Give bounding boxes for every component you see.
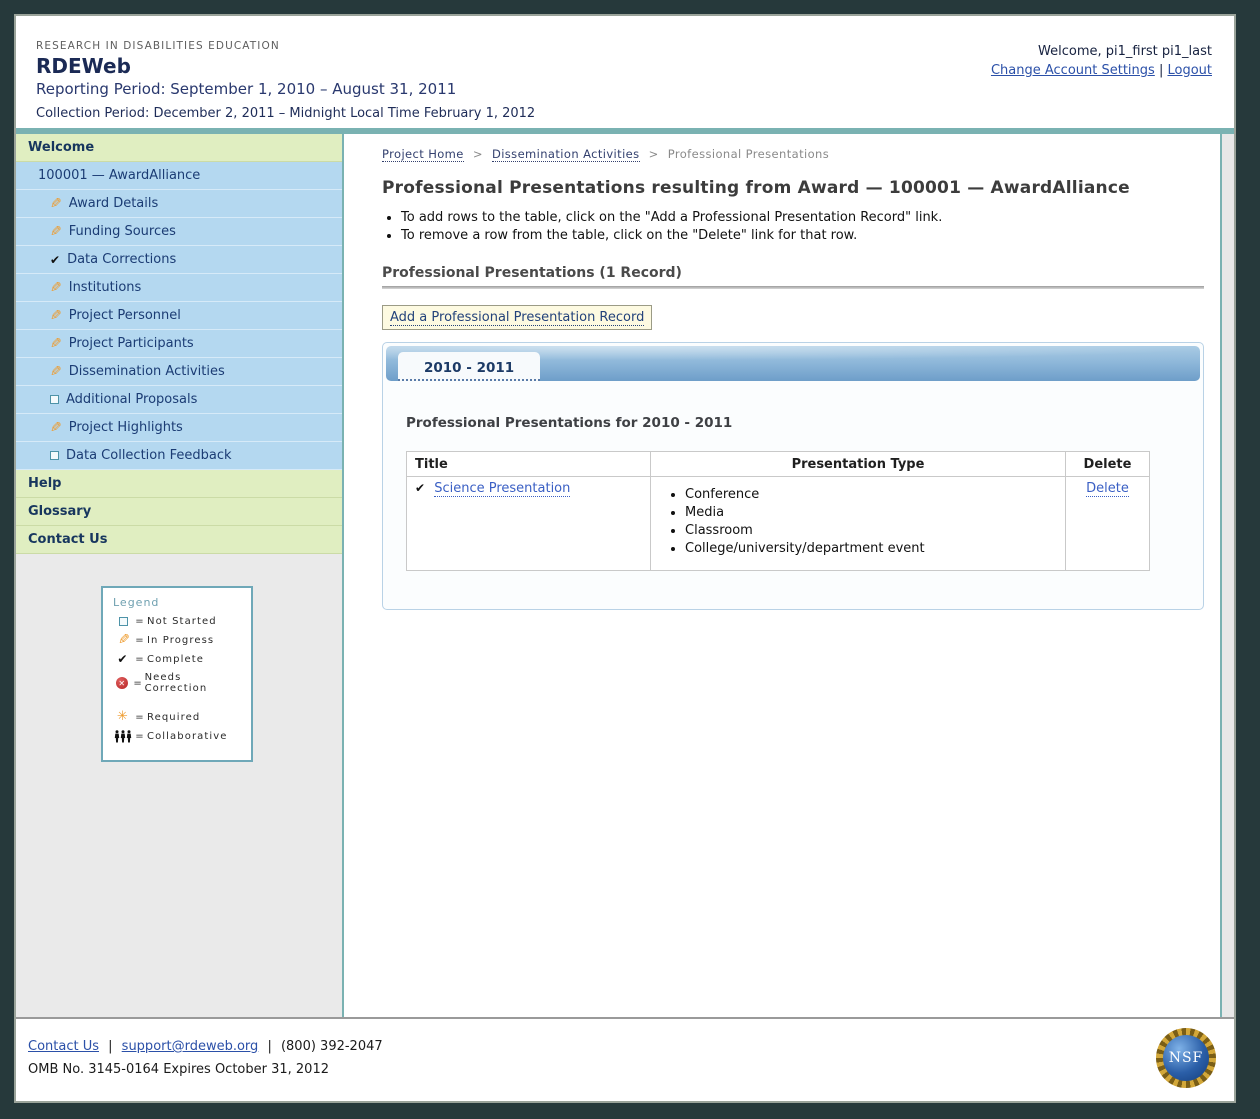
- presentation-type-item: Conference: [685, 487, 1057, 502]
- header-left: RESEARCH IN DISABILITIES EDUCATION RDEWe…: [36, 40, 535, 128]
- header-right: Welcome, pi1_first pi1_last Change Accou…: [991, 40, 1212, 128]
- sidebar-item-project-participants[interactable]: ✎ Project Participants: [16, 330, 343, 358]
- app-header: RESEARCH IN DISABILITIES EDUCATION RDEWe…: [16, 16, 1234, 128]
- sidebar-item-additional-proposals[interactable]: Additional Proposals: [16, 386, 343, 414]
- sidebar-item-award[interactable]: 100001 — AwardAlliance: [16, 162, 343, 190]
- year-tab-panel: 2010 - 2011 Professional Presentations f…: [382, 342, 1204, 610]
- not-started-icon: [50, 451, 59, 460]
- program-eyebrow: RESEARCH IN DISABILITIES EDUCATION: [36, 40, 280, 52]
- section-title: Professional Presentations (1 Record): [382, 265, 682, 281]
- reporting-period: Reporting Period: September 1, 2010 – Au…: [36, 80, 457, 98]
- presentations-table: Title Presentation Type Delete ✔ Science…: [406, 451, 1150, 571]
- legend-item-collaborative: = Collaborative: [113, 730, 241, 743]
- pencil-icon: ✎: [116, 632, 130, 648]
- column-header-presentation-type: Presentation Type: [650, 451, 1066, 477]
- nsf-logo: NSF: [1156, 1028, 1216, 1088]
- pencil-icon: ✎: [50, 307, 62, 324]
- footer-email-link[interactable]: support@rdeweb.org: [121, 1039, 259, 1054]
- sidebar-item-project-personnel[interactable]: ✎ Project Personnel: [16, 302, 343, 330]
- sidebar-item-funding-sources[interactable]: ✎ Funding Sources: [16, 218, 343, 246]
- header-divider: [16, 128, 1234, 134]
- main-content: Project Home > Dissemination Activities …: [344, 134, 1222, 1017]
- complete-check-icon: ✔: [415, 481, 426, 495]
- instruction-item: To add rows to the table, click on the "…: [401, 210, 1204, 225]
- column-header-title: Title: [406, 451, 651, 477]
- pencil-icon: ✎: [50, 223, 62, 240]
- sidebar-item-dissemination-activities[interactable]: ✎ Dissemination Activities: [16, 358, 343, 386]
- legend-title: Legend: [113, 596, 160, 609]
- check-icon: ✔: [50, 252, 61, 267]
- footer-divider: [16, 1017, 1234, 1019]
- sidebar-item-help[interactable]: Help: [16, 470, 343, 498]
- column-header-delete: Delete: [1065, 451, 1150, 477]
- legend-box: Legend = Not Started ✎ = In Progress ✔ =…: [101, 586, 253, 762]
- change-account-settings-link[interactable]: Change Account Settings: [990, 63, 1155, 78]
- page-frame: RESEARCH IN DISABILITIES EDUCATION RDEWe…: [14, 14, 1236, 1103]
- pencil-icon: ✎: [50, 195, 62, 212]
- add-presentation-record-link[interactable]: Add a Professional Presentation Record: [382, 305, 653, 330]
- tab-bar: 2010 - 2011: [386, 346, 1200, 381]
- sidebar-item-institutions[interactable]: ✎ Institutions: [16, 274, 343, 302]
- sidebar-item-data-corrections[interactable]: ✔ Data Corrections: [16, 246, 343, 274]
- footer: Contact Us | support@rdeweb.org | (800) …: [16, 1019, 1234, 1101]
- sidebar-item-welcome[interactable]: Welcome: [16, 134, 343, 162]
- delete-row-link[interactable]: Delete: [1086, 481, 1129, 497]
- app-title: RDEWeb: [36, 54, 131, 78]
- table-row: ✔ Science Presentation Conference Media …: [406, 476, 1150, 571]
- presentation-type-item: Classroom: [685, 523, 1057, 538]
- legend-item-needs-correction: ✕ = Needs Correction: [113, 672, 241, 694]
- omb-notice: OMB No. 3145-0164 Expires October 31, 20…: [28, 1062, 329, 1077]
- sidebar-item-project-highlights[interactable]: ✎ Project Highlights: [16, 414, 343, 442]
- instruction-list: To add rows to the table, click on the "…: [401, 210, 1204, 243]
- breadcrumb-current: Professional Presentations: [667, 147, 830, 161]
- sidebar-item-glossary[interactable]: Glossary: [16, 498, 343, 526]
- legend-item-complete: ✔ = Complete: [117, 652, 204, 666]
- welcome-text: Welcome, pi1_first pi1_last: [1038, 44, 1212, 59]
- legend-item-in-progress: ✎ = In Progress: [116, 632, 215, 648]
- header-link-separator: |: [1158, 63, 1164, 78]
- not-started-icon: [118, 617, 128, 626]
- not-started-icon: [50, 395, 59, 404]
- required-icon: ✳: [117, 709, 129, 724]
- legend-item-not-started: = Not Started: [113, 616, 241, 627]
- sidebar-divider: [342, 134, 344, 1017]
- sidebar-item-award-details[interactable]: ✎ Award Details: [16, 190, 343, 218]
- presentation-type-list: Conference Media Classroom College/unive…: [685, 487, 1057, 556]
- breadcrumb-dissemination-activities[interactable]: Dissemination Activities: [491, 147, 640, 162]
- breadcrumb-project-home[interactable]: Project Home: [382, 147, 464, 162]
- pencil-icon: ✎: [50, 335, 62, 352]
- presentation-title-link[interactable]: Science Presentation: [434, 481, 571, 497]
- content-region: Welcome 100001 — AwardAlliance ✎ Award D…: [16, 134, 1234, 1017]
- sidebar: Welcome 100001 — AwardAlliance ✎ Award D…: [16, 134, 343, 1017]
- page-title: Professional Presentations resulting fro…: [382, 178, 1130, 198]
- logout-link[interactable]: Logout: [1167, 63, 1212, 78]
- footer-contact-link[interactable]: Contact Us: [28, 1039, 99, 1054]
- pencil-icon: ✎: [50, 419, 62, 436]
- breadcrumb: Project Home > Dissemination Activities …: [382, 147, 830, 162]
- legend-item-required: ✳ = Required: [117, 709, 201, 724]
- pencil-icon: ✎: [50, 279, 62, 296]
- sidebar-item-data-collection-feedback[interactable]: Data Collection Feedback: [16, 442, 343, 470]
- presentation-type-item: Media: [685, 505, 1057, 520]
- footer-left: Contact Us | support@rdeweb.org | (800) …: [28, 1039, 383, 1077]
- needs-correction-icon: ✕: [116, 677, 129, 689]
- collaborative-icon: [114, 730, 132, 743]
- instruction-item: To remove a row from the table, click on…: [401, 228, 1204, 243]
- collection-period: Collection Period: December 2, 2011 – Mi…: [36, 106, 536, 121]
- nsf-globe-icon: NSF: [1163, 1035, 1209, 1081]
- tab-2010-2011[interactable]: 2010 - 2011: [398, 352, 541, 381]
- check-icon: ✔: [117, 652, 129, 666]
- panel-title: Professional Presentations for 2010 - 20…: [406, 415, 733, 431]
- sidebar-item-contact-us[interactable]: Contact Us: [16, 526, 343, 554]
- presentation-type-item: College/university/department event: [685, 541, 1057, 556]
- section-rule: [382, 286, 1204, 289]
- pencil-icon: ✎: [50, 363, 62, 380]
- footer-phone: (800) 392-2047: [280, 1039, 383, 1054]
